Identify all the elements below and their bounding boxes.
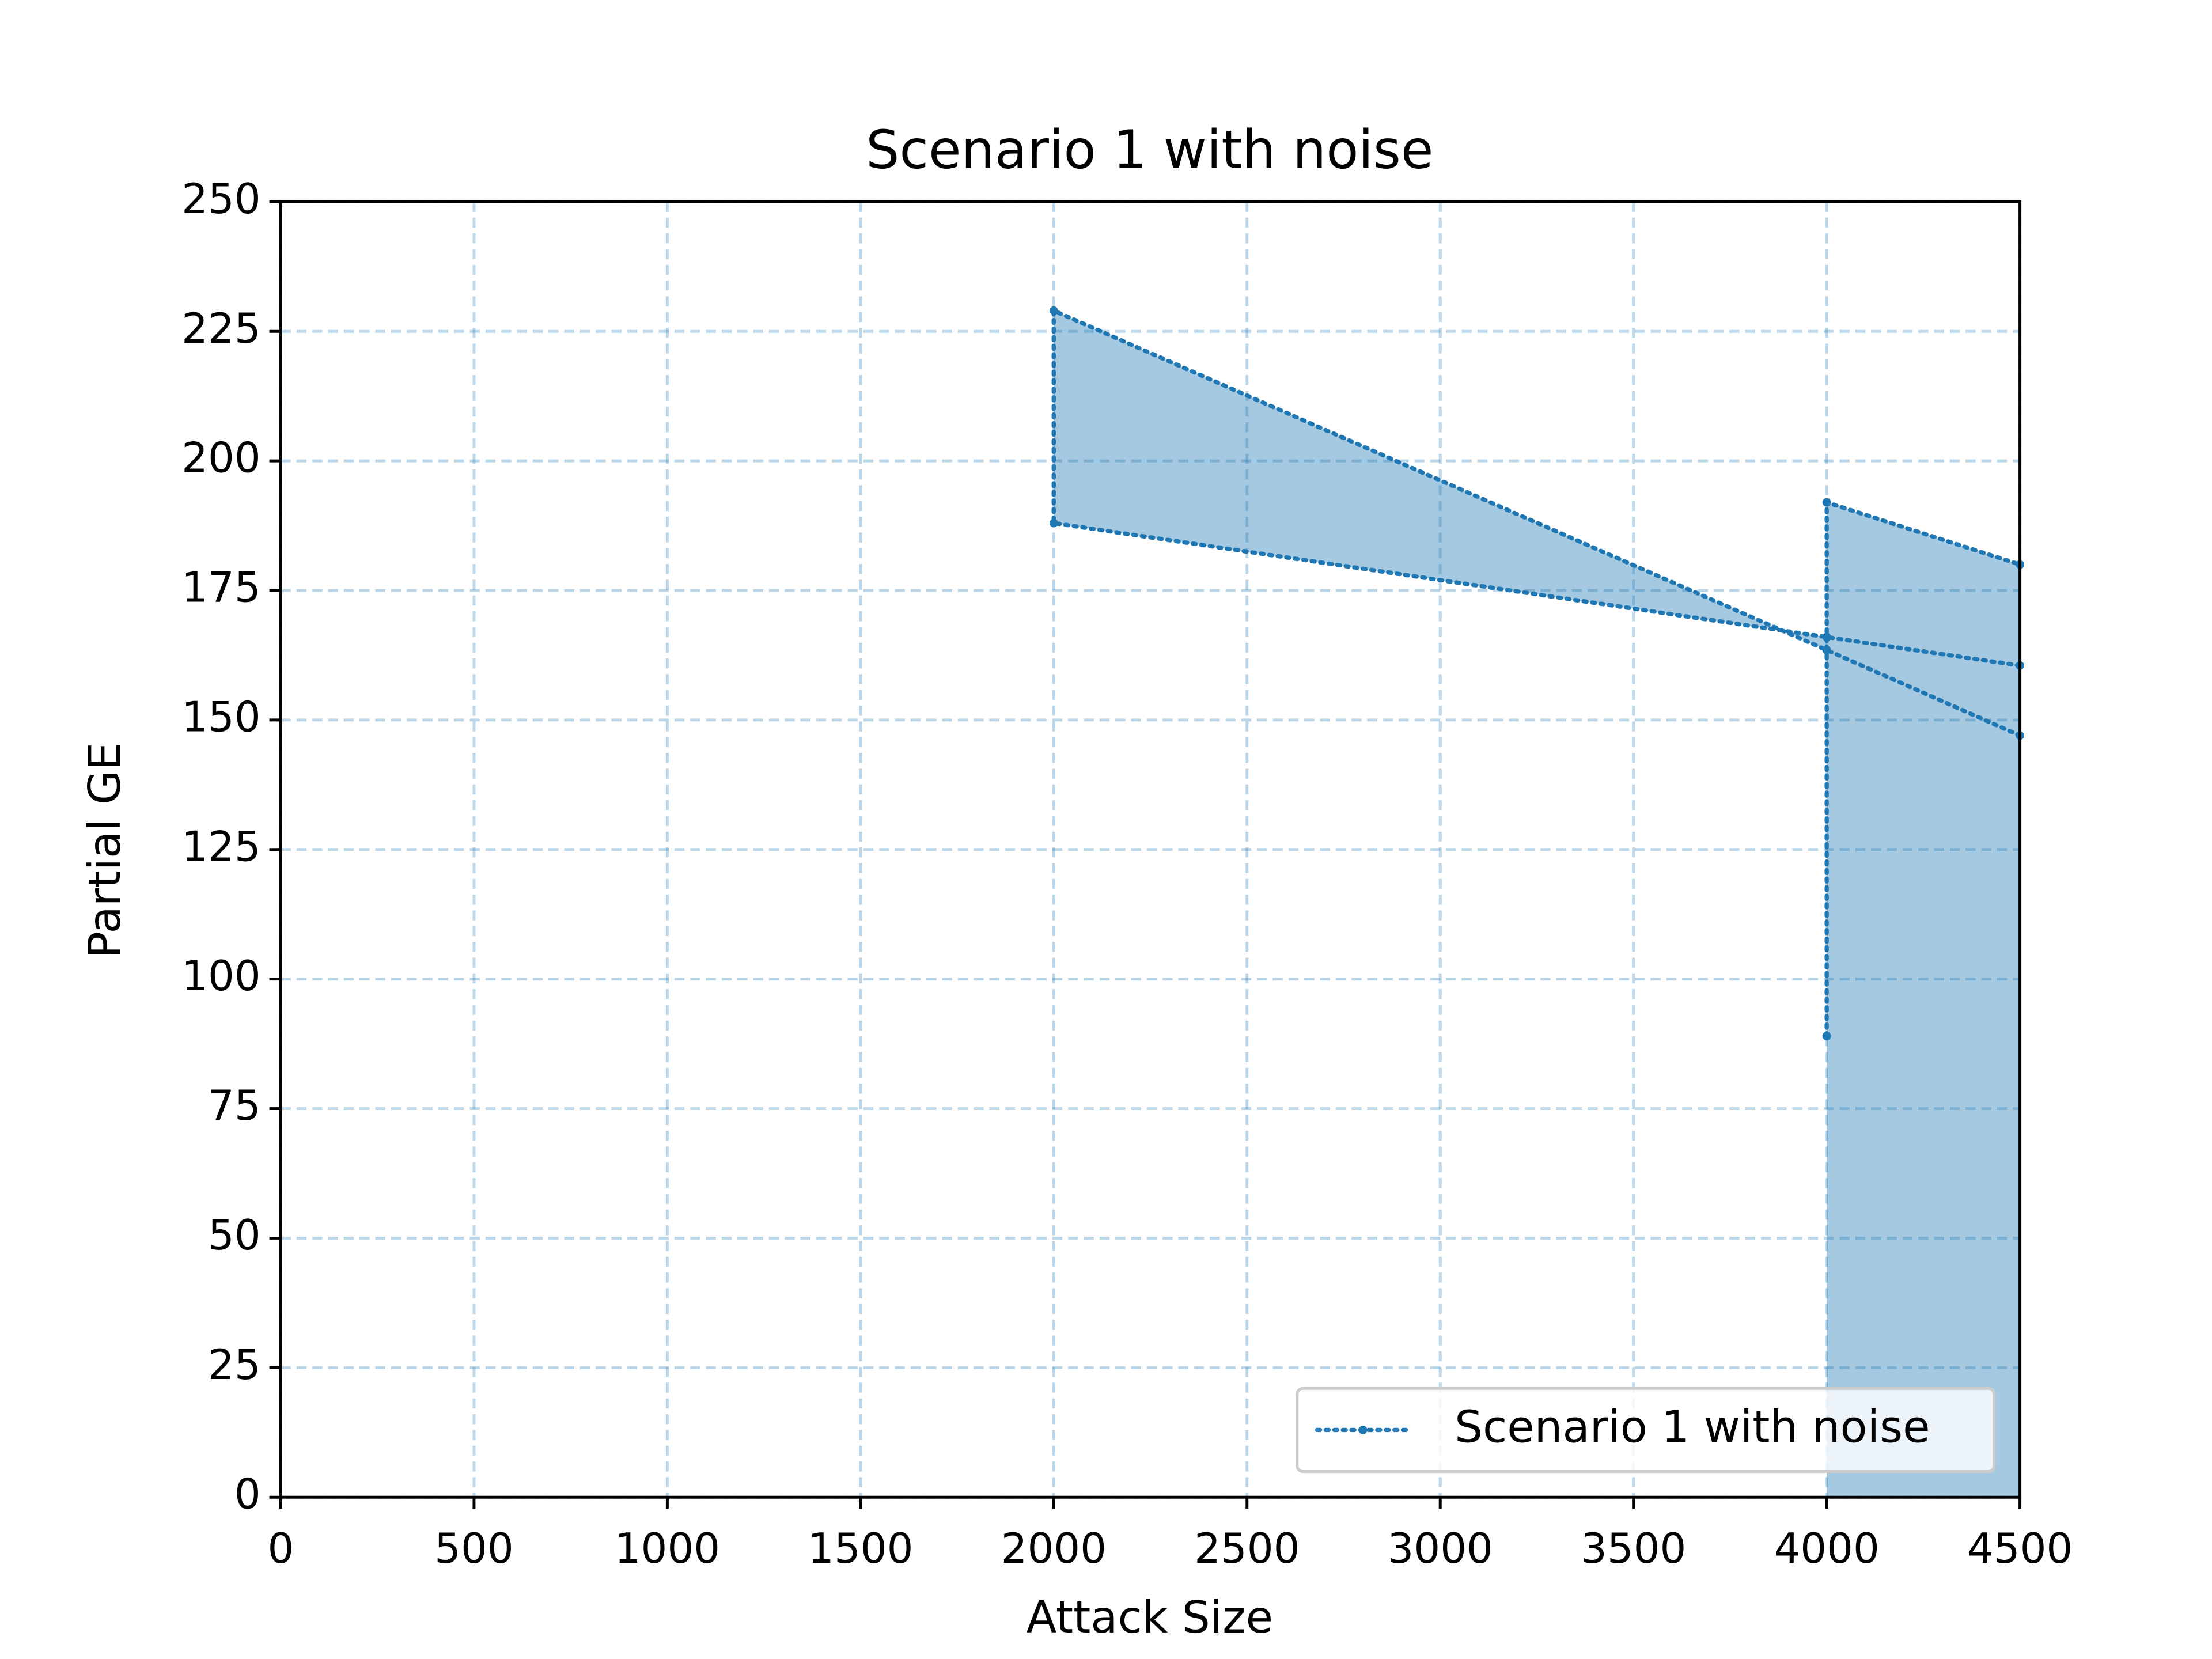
x-tick-label: 4000 (1774, 1524, 1879, 1573)
fill-band (1054, 310, 2020, 1498)
y-tick-label: 225 (181, 304, 261, 353)
x-tick-label: 3500 (1581, 1524, 1686, 1573)
x-tick-label: 1000 (615, 1524, 720, 1573)
x-tick-label: 4500 (1967, 1524, 2073, 1573)
x-tick-label: 0 (268, 1524, 294, 1573)
legend-box (1296, 1387, 1996, 1473)
point (1822, 498, 1831, 507)
y-tick-label: 25 (208, 1340, 261, 1389)
chart-title: Scenario 1 with noise (866, 119, 1433, 180)
y-axis-label: Partial GE (79, 743, 131, 959)
x-tick-label: 2500 (1194, 1524, 1300, 1573)
point (1822, 632, 1831, 642)
y-tick-label: 50 (208, 1211, 261, 1259)
plot-frame (279, 200, 2022, 1499)
x-tick-label: 1500 (808, 1524, 913, 1573)
legend-label: Scenario 1 with noise (1455, 1401, 1930, 1453)
point (1822, 1032, 1831, 1041)
y-tick-label: 0 (234, 1470, 261, 1518)
legend: Scenario 1 with noise (1296, 1387, 1996, 1473)
y-tick-label: 125 (181, 822, 261, 870)
y-tick-label: 175 (181, 563, 261, 612)
y-tick-label: 75 (208, 1081, 261, 1130)
x-tick-label: 3000 (1388, 1524, 1493, 1573)
y-tick-label: 150 (181, 692, 261, 741)
y-tick-label: 100 (181, 952, 261, 1000)
x-tick-label: 2000 (1001, 1524, 1107, 1573)
legend-marker (1358, 1425, 1368, 1434)
point (1049, 518, 1058, 528)
y-tick-label: 200 (181, 434, 261, 482)
x-axis-label: Attack Size (1027, 1592, 1273, 1643)
point (1822, 646, 1831, 654)
x-tick-label: 500 (434, 1524, 514, 1573)
y-tick-label: 250 (181, 175, 261, 223)
point (1049, 306, 1058, 315)
